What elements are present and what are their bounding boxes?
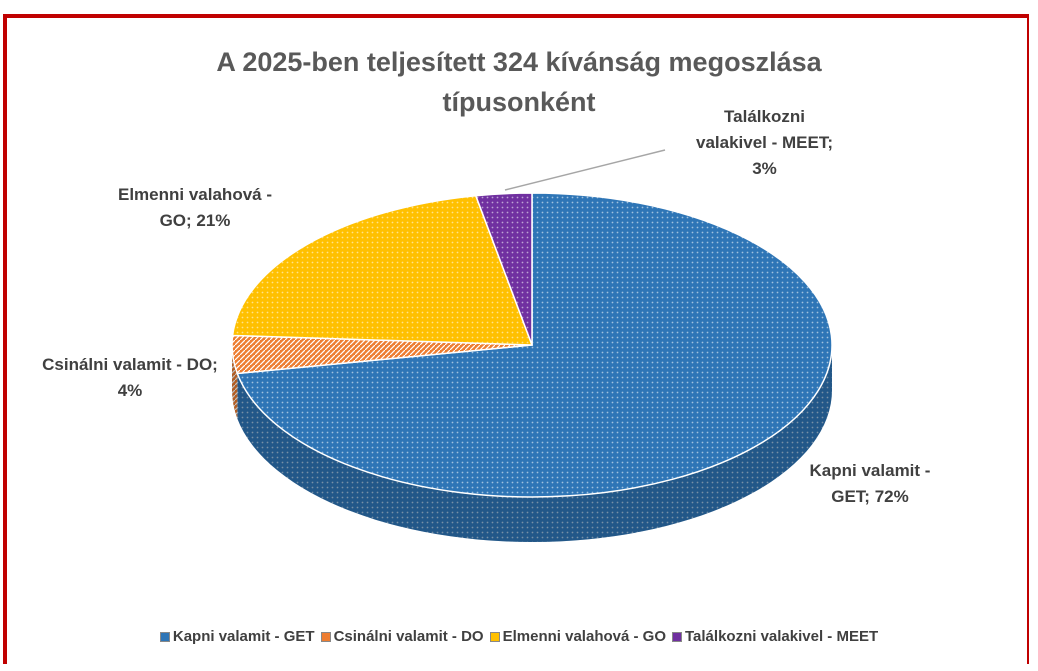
legend-swatch bbox=[320, 631, 331, 642]
slice bbox=[236, 192, 833, 498]
slice-side bbox=[232, 345, 238, 419]
legend-item: Csinálni valamit - DO bbox=[320, 628, 484, 645]
legend-item: Találkozni valakivel - MEET bbox=[672, 628, 878, 645]
data-label: Csinálni valamit - DO; 4% bbox=[42, 355, 218, 400]
leader-line bbox=[504, 149, 666, 191]
legend-item: Elmenni valahová - GO bbox=[489, 628, 666, 645]
data-label: Elmenni valahová - GO; 21% bbox=[118, 185, 272, 230]
legend-label: Találkozni valakivel - MEET bbox=[685, 628, 879, 645]
legend-item: Kapni valamit - GET bbox=[159, 628, 315, 645]
slice-side-shade bbox=[232, 345, 238, 419]
legend-swatch bbox=[159, 631, 170, 642]
data-label: Találkozni valakivel - MEET; 3% bbox=[695, 107, 833, 178]
legend-label: Elmenni valahová - GO bbox=[502, 628, 666, 645]
legend: Kapni valamit - GET Csinálni valamit - DO… bbox=[0, 628, 1038, 645]
data-label: Kapni valamit - GET; 72% bbox=[809, 461, 931, 506]
slice-side bbox=[237, 345, 832, 542]
slice bbox=[474, 192, 533, 346]
legend-label: Kapni valamit - GET bbox=[172, 628, 315, 645]
slice bbox=[231, 194, 534, 346]
legend-label: Csinálni valamit - DO bbox=[333, 628, 484, 645]
chart-border bbox=[3, 14, 1029, 664]
chart-title: A 2025-ben teljesített 324 kívánság mego… bbox=[216, 47, 822, 117]
legend-swatch bbox=[489, 631, 500, 642]
slice-side-shade bbox=[237, 345, 832, 542]
legend-swatch bbox=[672, 631, 682, 642]
